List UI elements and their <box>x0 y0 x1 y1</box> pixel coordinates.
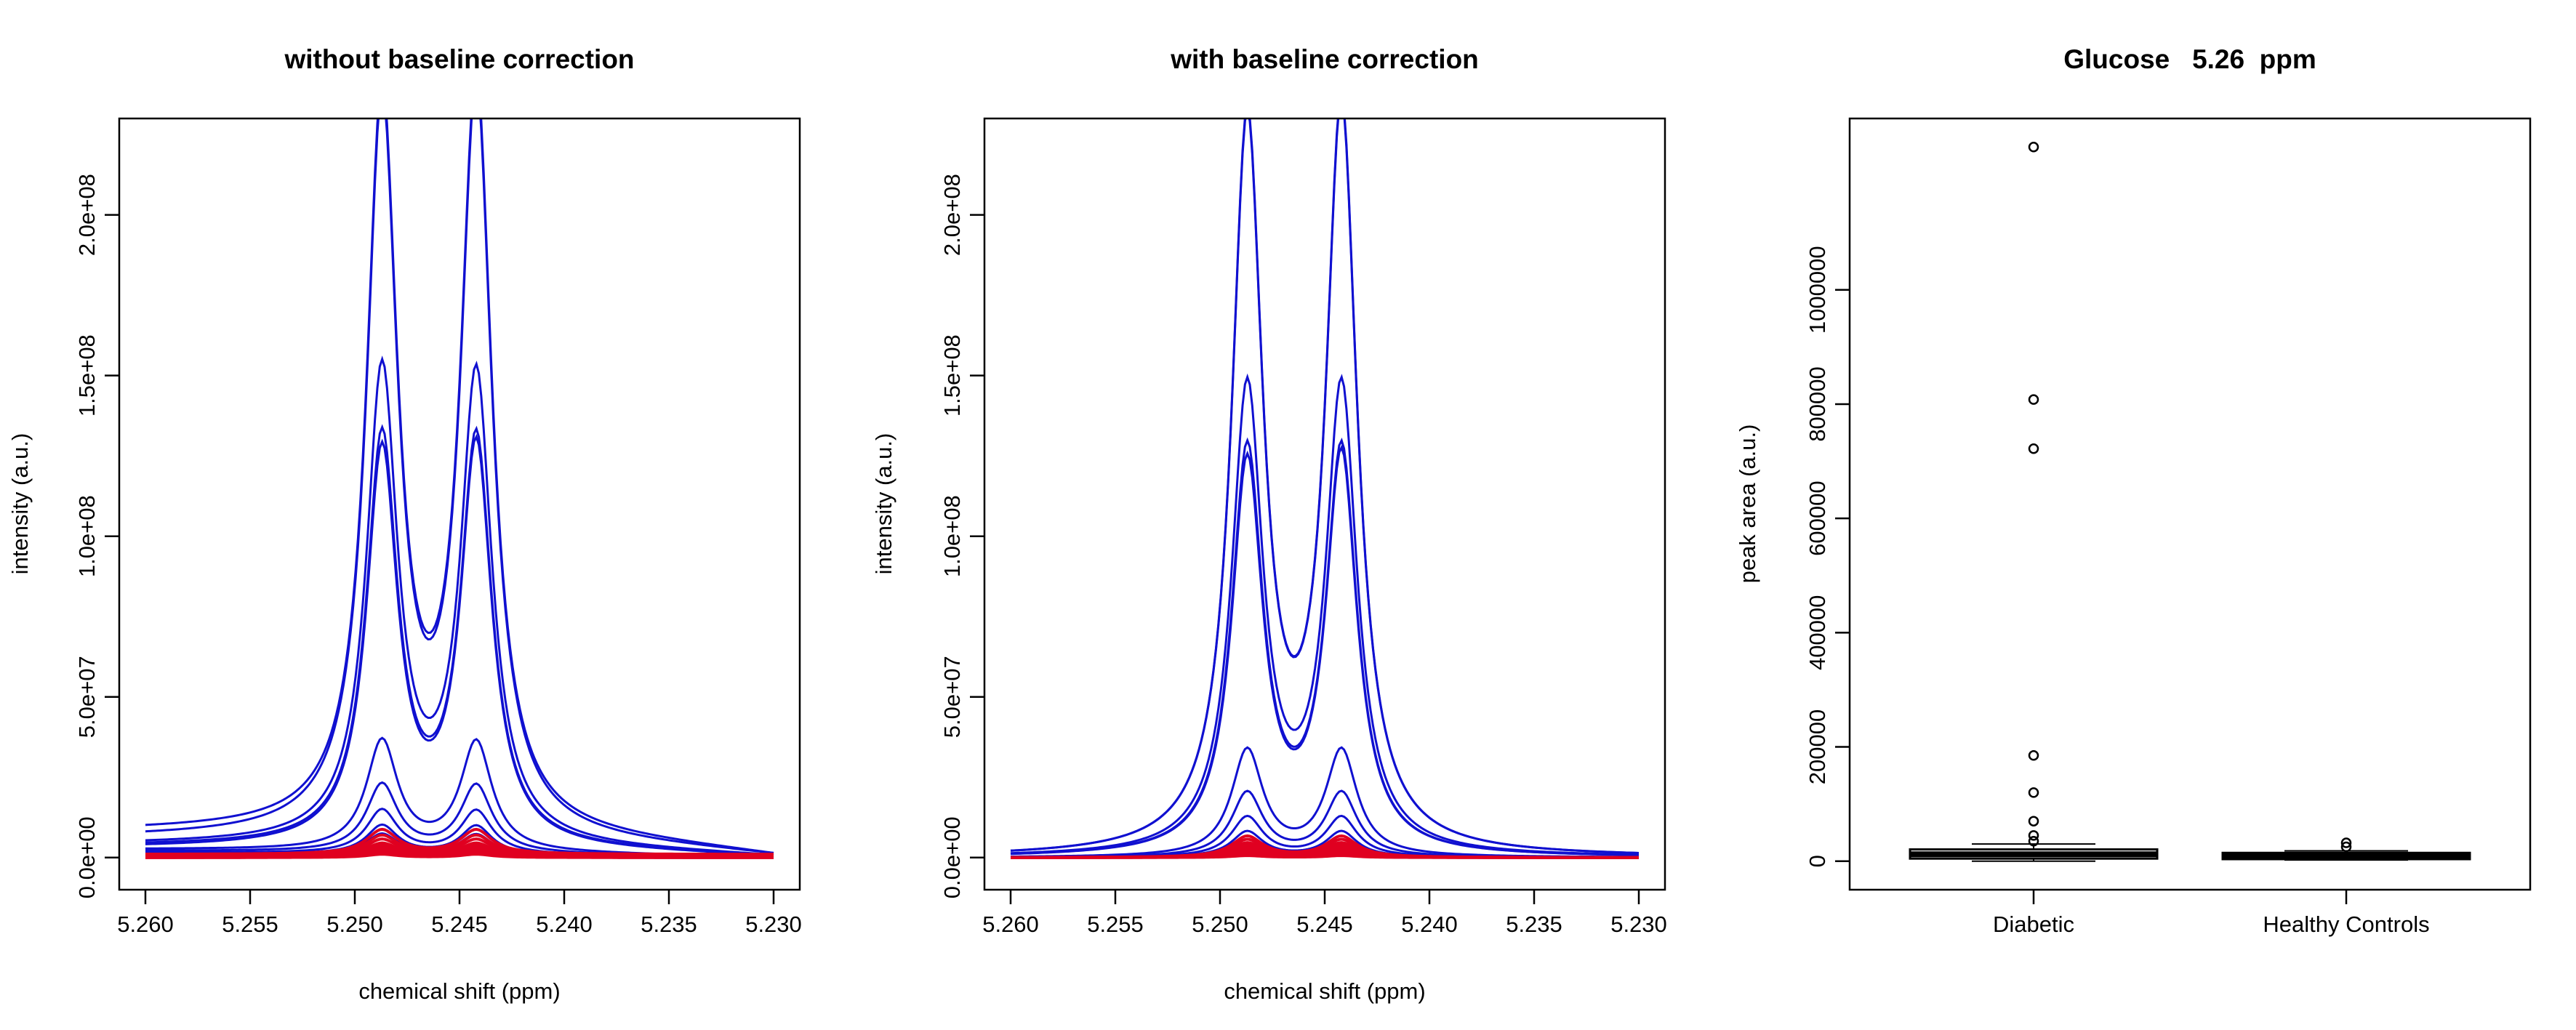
spectrum-line-healthy <box>1011 854 1639 859</box>
boxplot-diabetic <box>1909 142 2159 862</box>
panel-1-ylabel: intensity (a.u.) <box>7 433 33 575</box>
x-tick-label: 5.240 <box>536 912 593 937</box>
outlier-point <box>2340 841 2352 853</box>
panel-1-x-axis: 5.260 5.255 5.250 5.245 5.240 5.235 5.230 <box>117 890 802 937</box>
spectrum-line-diabetic <box>1010 444 1640 856</box>
y-tick-label: 5.0e+07 <box>939 656 965 738</box>
panel-3-frame <box>1848 117 2532 891</box>
panel-glucose-boxplot: Glucose 5.26 ppm peak area (a.u.) Diabet… <box>1735 44 2532 937</box>
panel-2-y-axis: 0.0e+00 5.0e+07 1.0e+08 1.5e+08 2.0e+08 <box>939 174 984 898</box>
panel-1-y-axis: 0.0e+00 5.0e+07 1.0e+08 1.5e+08 2.0e+08 <box>74 174 119 898</box>
y-tick-label: 1000000 <box>1805 246 1830 334</box>
panel-2-ylabel: intensity (a.u.) <box>871 433 896 575</box>
y-tick-label: 2.0e+08 <box>939 174 965 256</box>
panel-3-y-axis: 0 200000 400000 600000 800000 1000000 <box>1805 246 1850 867</box>
spectrum-line-diabetic <box>145 424 774 856</box>
x-tick-label: 5.235 <box>1506 912 1562 937</box>
spectrum-line-diabetic <box>145 118 774 854</box>
y-tick-label: 600000 <box>1805 480 1830 555</box>
y-tick-label: 1.5e+08 <box>939 334 965 417</box>
spectrum-line-diabetic <box>1010 118 1640 854</box>
outlier-point <box>2028 787 2039 798</box>
x-tick-label: 5.255 <box>222 912 278 937</box>
x-tick-label: Diabetic <box>1993 912 2074 937</box>
x-tick-label: 5.250 <box>326 912 383 937</box>
y-tick-label: 1.0e+08 <box>74 495 100 577</box>
y-tick-label: 2.0e+08 <box>74 174 100 256</box>
x-tick-label: 5.245 <box>1296 912 1353 937</box>
x-tick-label: 5.260 <box>117 912 174 937</box>
x-tick-label: 5.260 <box>982 912 1039 937</box>
panel-2-xlabel: chemical shift (ppm) <box>1224 978 1425 1004</box>
spectrum-line-diabetic <box>145 433 774 856</box>
panel-3-plot-area <box>1909 142 2471 862</box>
panel-1-title: without baseline correction <box>284 44 634 74</box>
x-tick-label: 5.230 <box>1610 912 1667 937</box>
y-tick-label: 800000 <box>1805 366 1830 441</box>
outlier-point <box>2028 142 2039 153</box>
y-tick-label: 0 <box>1805 855 1830 867</box>
panel-2-plot-area <box>1010 118 1640 859</box>
outlier-point <box>2028 443 2039 454</box>
spectrum-line-diabetic <box>145 355 774 856</box>
panel-2-frame <box>983 117 1666 891</box>
outlier-point <box>2028 750 2039 761</box>
boxplot-healthy-controls <box>2221 837 2471 861</box>
y-tick-label: 400000 <box>1805 595 1830 670</box>
panel-2-x-axis: 5.260 5.255 5.250 5.245 5.240 5.235 5.230 <box>982 890 1667 937</box>
x-tick-label: 5.255 <box>1087 912 1144 937</box>
outlier-point <box>2028 835 2039 847</box>
y-tick-label: 5.0e+07 <box>74 656 100 738</box>
panel-with-baseline: with baseline correction chemical shift … <box>871 44 1667 1004</box>
x-tick-label: 5.250 <box>1192 912 1248 937</box>
outlier-point <box>2028 816 2039 826</box>
x-tick-label: 5.245 <box>431 912 488 937</box>
panel-1-frame <box>118 117 801 891</box>
y-tick-label: 1.5e+08 <box>74 334 100 417</box>
panel-without-baseline: without baseline correction chemical shi… <box>7 44 802 1004</box>
outlier-point <box>2028 830 2039 841</box>
y-tick-label: 200000 <box>1805 709 1830 784</box>
panel-2-title: with baseline correction <box>1170 44 1479 74</box>
x-tick-label: 5.235 <box>641 912 697 937</box>
spectrum-line-diabetic <box>1010 118 1640 854</box>
panel-1-xlabel: chemical shift (ppm) <box>358 978 560 1004</box>
panel-3-x-axis: Diabetic Healthy Controls <box>1993 890 2430 937</box>
spectrum-line-diabetic <box>145 118 774 854</box>
x-tick-label: 5.230 <box>745 912 802 937</box>
outlier-point <box>2340 837 2352 848</box>
panel-3-title: Glucose 5.26 ppm <box>2063 44 2316 74</box>
spectrum-line-healthy <box>145 853 774 859</box>
panel-1-plot-area <box>145 118 774 859</box>
y-tick-label: 1.0e+08 <box>939 495 965 577</box>
outlier-point <box>2028 394 2039 405</box>
y-tick-label: 0.0e+00 <box>74 816 100 898</box>
x-tick-label: Healthy Controls <box>2263 912 2429 937</box>
x-tick-label: 5.240 <box>1401 912 1458 937</box>
panel-3-ylabel: peak area (a.u.) <box>1735 425 1760 584</box>
y-tick-label: 0.0e+00 <box>939 816 965 898</box>
